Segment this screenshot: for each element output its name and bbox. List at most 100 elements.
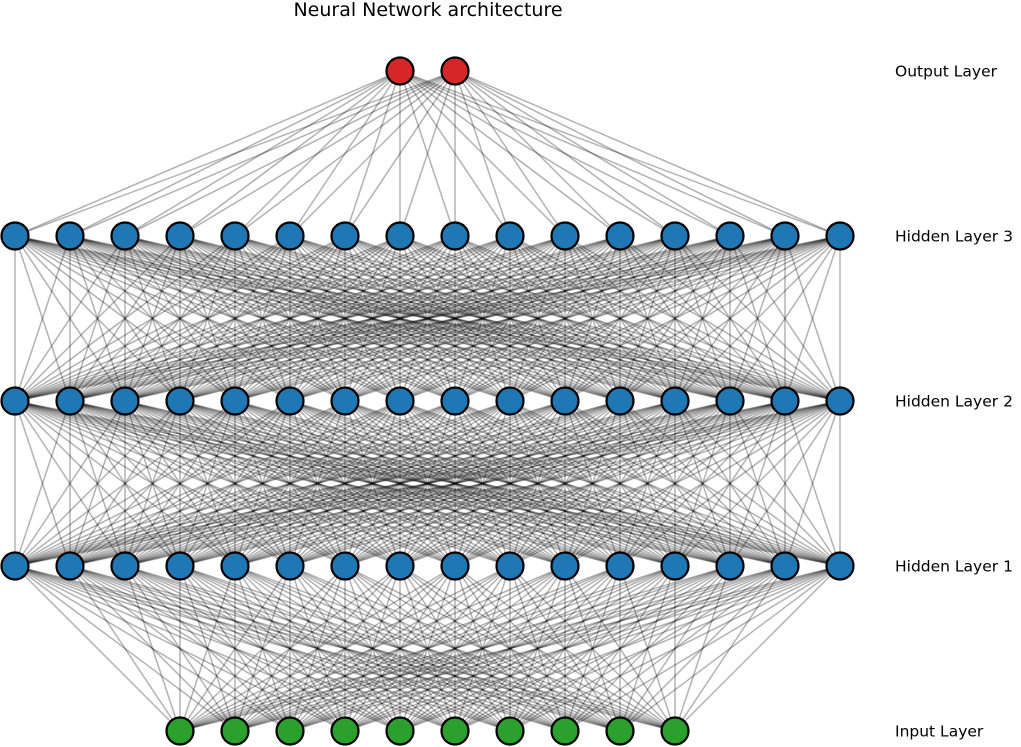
edge-hidden3-6-to-output-2 <box>289 70 456 237</box>
edge-hidden2-16-to-hidden3-6 <box>289 235 841 402</box>
edge-hidden1-3-to-hidden2-5 <box>124 400 236 567</box>
edge-hidden2-11-to-hidden3-15 <box>564 235 786 402</box>
edge-hidden2-1-to-hidden3-14 <box>14 235 731 402</box>
edge-hidden1-1-to-hidden2-3 <box>14 400 126 567</box>
edge-hidden2-12-to-hidden3-6 <box>289 235 621 402</box>
edge-hidden1-13-to-hidden2-14 <box>674 400 731 567</box>
hidden2-neuron-6 <box>275 386 305 416</box>
edge-hidden2-6-to-hidden3-9 <box>289 235 456 402</box>
edge-hidden1-10-to-hidden2-4 <box>179 400 511 567</box>
edge-hidden2-8-to-hidden3-16 <box>399 235 841 402</box>
edge-hidden3-1-to-output-2 <box>14 70 456 237</box>
edge-hidden1-16-to-hidden2-14 <box>729 400 841 567</box>
edge-input-3-to-hidden1-3 <box>124 565 291 732</box>
edge-hidden2-7-to-hidden3-5 <box>234 235 346 402</box>
edge-hidden2-16-to-hidden3-5 <box>234 235 841 402</box>
edge-hidden2-1-to-hidden3-6 <box>14 235 291 402</box>
edge-hidden2-10-to-hidden3-8 <box>399 235 511 402</box>
edge-input-9-to-hidden1-2 <box>69 565 621 732</box>
edge-hidden1-15-to-hidden2-2 <box>69 400 786 567</box>
edge-hidden2-2-to-hidden3-16 <box>69 235 841 402</box>
edge-hidden1-16-to-hidden2-2 <box>69 400 841 567</box>
edge-hidden2-16-to-hidden3-12 <box>619 235 841 402</box>
edge-hidden1-9-to-hidden2-1 <box>14 400 456 567</box>
edge-hidden3-11-to-output-1 <box>399 70 566 237</box>
edge-hidden1-3-to-hidden2-13 <box>124 400 676 567</box>
edge-input-9-to-hidden1-1 <box>14 565 621 732</box>
edge-input-3-to-hidden1-9 <box>289 565 456 732</box>
hidden3-neuron-15 <box>770 221 800 251</box>
edge-hidden1-8-to-hidden2-15 <box>399 400 786 567</box>
hidden1-neuron-3 <box>110 551 140 581</box>
edge-hidden2-15-to-hidden3-6 <box>289 235 786 402</box>
edge-hidden1-10-to-hidden2-7 <box>344 400 511 567</box>
edge-hidden1-11-to-hidden2-13 <box>564 400 676 567</box>
edge-hidden2-14-to-hidden3-2 <box>69 235 731 402</box>
edge-hidden1-16-to-hidden2-3 <box>124 400 841 567</box>
hidden2-neuron-14 <box>715 386 745 416</box>
edge-hidden2-2-to-hidden3-9 <box>69 235 456 402</box>
edge-hidden2-13-to-hidden3-9 <box>454 235 676 402</box>
hidden3-neuron-7 <box>330 221 360 251</box>
edge-hidden2-12-to-hidden3-4 <box>179 235 621 402</box>
edge-input-2-to-hidden1-2 <box>69 565 236 732</box>
hidden3-neuron-11 <box>550 221 580 251</box>
edge-hidden1-10-to-hidden2-15 <box>509 400 786 567</box>
edge-hidden1-5-to-hidden2-3 <box>124 400 236 567</box>
edge-hidden1-7-to-hidden2-5 <box>234 400 346 567</box>
edge-hidden2-3-to-hidden3-12 <box>124 235 621 402</box>
hidden2-neuron-3 <box>110 386 140 416</box>
edge-hidden1-12-to-hidden2-13 <box>619 400 676 567</box>
edge-hidden1-13-to-hidden2-10 <box>509 400 676 567</box>
edge-hidden2-7-to-hidden3-12 <box>344 235 621 402</box>
edge-hidden2-13-to-hidden3-10 <box>509 235 676 402</box>
edge-hidden1-16-to-hidden2-7 <box>344 400 841 567</box>
edge-hidden1-2-to-hidden2-11 <box>69 400 566 567</box>
edge-hidden2-14-to-hidden3-1 <box>14 235 731 402</box>
edge-hidden2-7-to-hidden3-6 <box>289 235 346 402</box>
edge-hidden2-10-to-hidden3-11 <box>509 235 566 402</box>
hidden1-neuron-11 <box>550 551 580 581</box>
edge-hidden1-15-to-hidden2-10 <box>509 400 786 567</box>
edge-hidden1-12-to-hidden2-15 <box>619 400 786 567</box>
edge-hidden2-10-to-hidden3-14 <box>509 235 731 402</box>
edge-hidden2-15-to-hidden3-11 <box>564 235 786 402</box>
input-neuron-7 <box>495 716 525 746</box>
edge-hidden2-10-to-hidden3-7 <box>344 235 511 402</box>
edge-hidden1-4-to-hidden2-2 <box>69 400 181 567</box>
edge-hidden1-5-to-hidden2-13 <box>234 400 676 567</box>
edge-input-8-to-hidden1-15 <box>564 565 786 732</box>
edge-hidden2-15-to-hidden3-8 <box>399 235 786 402</box>
input-neuron-1 <box>165 716 195 746</box>
edge-hidden2-11-to-hidden3-10 <box>509 235 566 402</box>
edge-hidden2-1-to-hidden3-12 <box>14 235 621 402</box>
edge-input-4-to-hidden1-13 <box>344 565 676 732</box>
edge-input-7-to-hidden1-14 <box>509 565 731 732</box>
edge-hidden1-1-to-hidden2-8 <box>14 400 401 567</box>
edge-hidden2-9-to-hidden3-7 <box>344 235 456 402</box>
edge-hidden1-7-to-hidden2-9 <box>344 400 456 567</box>
edge-hidden2-8-to-hidden3-14 <box>399 235 731 402</box>
edge-input-8-to-hidden1-5 <box>234 565 566 732</box>
edge-hidden2-16-to-hidden3-4 <box>179 235 841 402</box>
edge-hidden2-7-to-hidden3-15 <box>344 235 786 402</box>
edge-hidden2-15-to-hidden3-7 <box>344 235 786 402</box>
edge-hidden2-5-to-hidden3-4 <box>179 235 236 402</box>
edge-hidden2-1-to-hidden3-11 <box>14 235 566 402</box>
edge-hidden2-4-to-hidden3-12 <box>179 235 621 402</box>
edge-hidden1-12-to-hidden2-11 <box>564 400 621 567</box>
edge-hidden1-5-to-hidden2-12 <box>234 400 621 567</box>
edge-hidden3-13-to-output-2 <box>454 70 676 237</box>
edge-input-5-to-hidden1-9 <box>399 565 456 732</box>
edge-input-2-to-hidden1-15 <box>234 565 786 732</box>
edge-hidden1-15-to-hidden2-3 <box>124 400 786 567</box>
edge-hidden1-9-to-hidden2-7 <box>344 400 456 567</box>
edge-hidden2-1-to-hidden3-15 <box>14 235 786 402</box>
edge-hidden2-9-to-hidden3-5 <box>234 235 456 402</box>
edge-hidden2-7-to-hidden3-10 <box>344 235 511 402</box>
edge-hidden2-11-to-hidden3-4 <box>179 235 566 402</box>
edge-hidden1-15-to-hidden2-7 <box>344 400 786 567</box>
edge-hidden2-11-to-hidden3-16 <box>564 235 841 402</box>
edge-input-2-to-hidden1-16 <box>234 565 841 732</box>
edge-hidden1-3-to-hidden2-14 <box>124 400 731 567</box>
